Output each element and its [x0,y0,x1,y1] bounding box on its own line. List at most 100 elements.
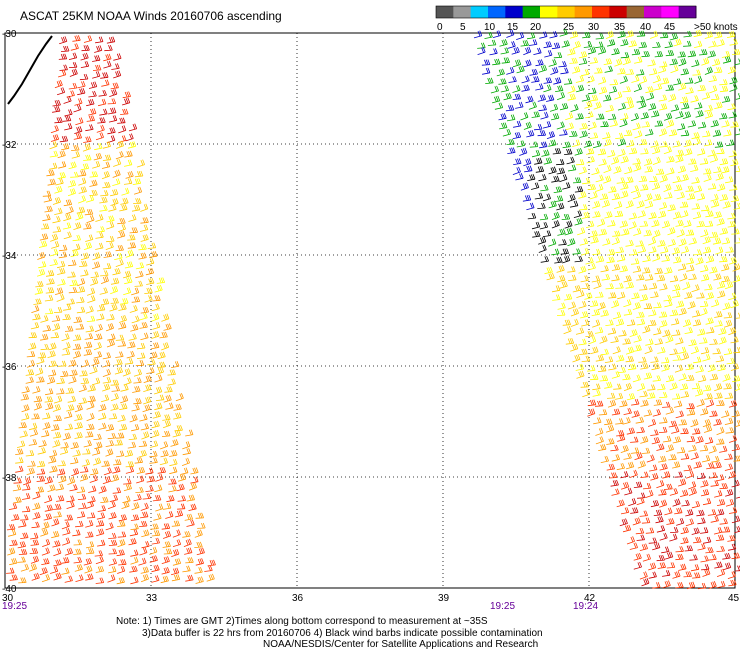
wind-barb [89,171,98,178]
wind-barb [616,177,626,184]
wind-barb [6,567,15,574]
wind-barb [49,141,58,150]
wind-barb [540,111,549,120]
wind-barb [658,201,668,210]
wind-barb [115,258,124,267]
wind-barb [526,129,535,138]
wind-barb [45,388,54,396]
wind-barb [68,286,78,294]
wind-barb [650,356,659,363]
wind-barb [122,270,132,279]
wind-barb [40,315,49,323]
wind-barb [477,46,486,55]
legend-swatch [540,6,558,18]
wind-barb [565,112,574,121]
wind-barb [637,460,646,469]
wind-barb [154,484,163,493]
wind-barb [558,239,567,246]
wind-barb [17,556,26,563]
wind-barb [46,169,55,177]
wind-barb [190,476,199,484]
wind-barb [29,428,38,437]
wind-barb [58,251,68,259]
wind-barb [554,256,563,264]
wind-barb [115,140,124,149]
wind-barb [714,101,723,109]
wind-barb [724,453,733,460]
wind-barb [708,75,717,82]
wind-barb [84,565,93,574]
wind-barb [707,509,717,516]
wind-barb [589,94,599,102]
grid-lines [5,33,735,588]
wind-barb [23,477,32,486]
wind-barb [73,548,82,555]
wind-barb [505,104,515,112]
wind-barb [168,478,177,485]
wind-barb [36,460,46,468]
wind-barb [699,445,709,452]
wind-barb [658,128,667,137]
wind-barb [171,520,181,527]
wind-barb [106,215,115,223]
wind-barb [675,546,684,553]
wind-barb [166,495,175,503]
wind-barb [570,308,579,317]
wind-barb [655,516,664,524]
wind-barb [144,287,153,294]
wind-barb [100,298,110,306]
wind-barb [675,410,684,419]
wind-barb [551,248,560,256]
wind-barb [172,429,181,438]
wind-barb [556,159,565,166]
wind-barb [506,66,515,75]
wind-barb [80,269,89,277]
wind-barb [141,541,150,549]
wind-barb [597,218,606,227]
wind-barb [735,491,740,499]
wind-barb [702,568,711,577]
wind-barb [180,467,189,475]
wind-barb [100,270,109,277]
wind-barb [37,447,46,455]
wind-barb [646,92,655,101]
wind-barb [188,503,197,511]
wind-barb [690,452,699,460]
wind-barb [48,360,57,367]
wind-barb [629,542,638,550]
wind-barb [569,30,579,39]
wind-barb [695,110,704,118]
wind-barb [194,566,203,574]
lat-label: -32 [2,140,17,151]
wind-barb [604,65,613,73]
wind-barb [62,222,72,230]
wind-barb [678,373,687,381]
wind-barb [102,476,111,485]
wind-barb [65,206,74,215]
wind-barb [605,424,615,433]
wind-barb [174,425,183,432]
wind-barb [105,439,114,447]
wind-barb [641,517,651,524]
wind-barb [521,84,530,92]
wind-barb [687,50,697,58]
wind-barb [726,31,736,38]
wind-barb [692,319,702,327]
wind-barb [659,174,668,183]
wind-barb [680,352,690,361]
wind-barb [48,449,58,458]
wind-barb [85,500,94,509]
wind-barb [592,140,602,149]
wind-barb [82,143,91,152]
wind-barb [52,196,61,205]
wind-barb [90,271,99,278]
wind-barb [96,528,105,537]
wind-barb [85,431,94,438]
wind-barb [170,439,179,447]
wind-barb [499,122,508,130]
wind-barb [612,346,621,355]
wind-barb [561,40,570,48]
wind-barb [118,423,128,431]
wind-barb [654,338,663,345]
wind-barb [75,212,84,221]
